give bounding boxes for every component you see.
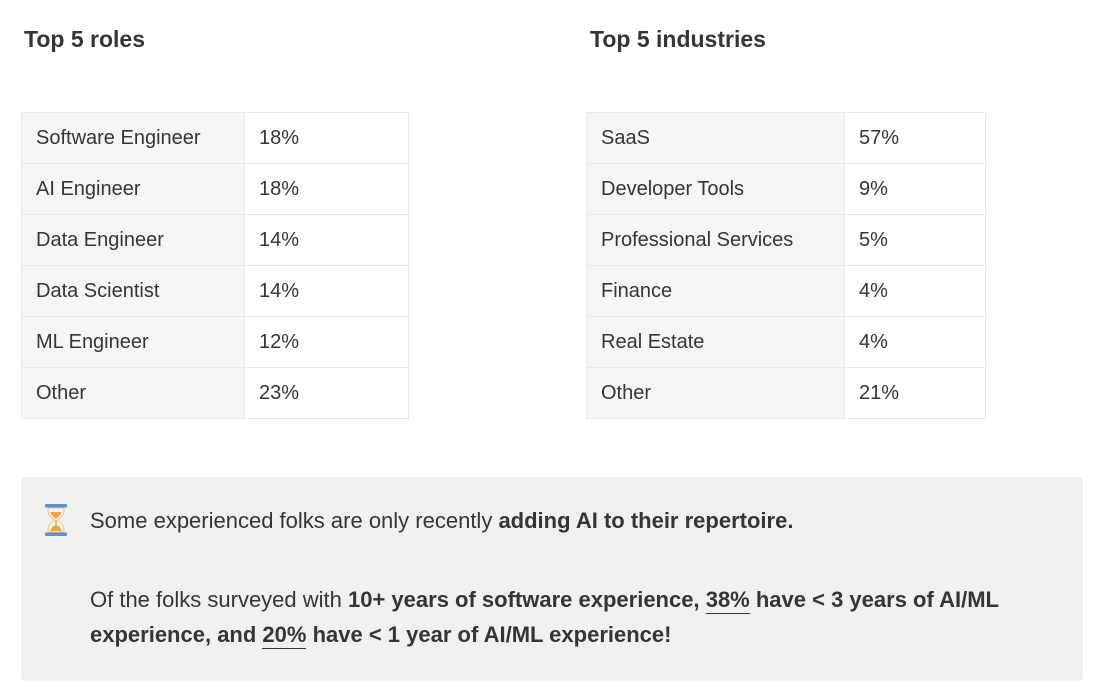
industry-label: Finance [586, 265, 845, 317]
role-label: Software Engineer [21, 112, 245, 164]
roles-table: Software Engineer 18% AI Engineer 18% Da… [21, 112, 409, 419]
callout-text-bold: have < 1 year of AI/ML experience! [306, 622, 672, 647]
role-value: 23% [244, 367, 409, 419]
callout-text-plain: Of the folks surveyed with [90, 587, 348, 612]
table-row: Software Engineer 18% [21, 112, 409, 164]
industry-value: 5% [844, 214, 986, 266]
industry-value: 21% [844, 367, 986, 419]
industry-label: Developer Tools [586, 163, 845, 215]
table-row: SaaS 57% [586, 112, 986, 164]
role-label: Other [21, 367, 245, 419]
callout-text-plain: Some experienced folks are only recently [90, 508, 499, 533]
table-row: Other 21% [586, 367, 986, 419]
callout-line-2: Of the folks surveyed with 10+ years of … [90, 582, 1065, 652]
table-row: Finance 4% [586, 265, 986, 317]
role-label: Data Scientist [21, 265, 245, 317]
industry-value: 4% [844, 316, 986, 368]
industry-value: 4% [844, 265, 986, 317]
industry-value: 57% [844, 112, 986, 164]
role-value: 14% [244, 214, 409, 266]
underlined-stat: 38% [705, 587, 750, 614]
hourglass-icon [43, 503, 69, 537]
industry-value: 9% [844, 163, 986, 215]
table-row: ML Engineer 12% [21, 316, 409, 368]
table-row: Data Engineer 14% [21, 214, 409, 266]
industry-label: Professional Services [586, 214, 845, 266]
table-row: AI Engineer 18% [21, 163, 409, 215]
role-value: 18% [244, 163, 409, 215]
callout-text-bold: 10+ years of software experience, [348, 587, 706, 612]
industry-label: Other [586, 367, 845, 419]
underlined-stat: 20% [262, 622, 307, 649]
callout-text-bold: have < 3 years of AI/ML experience, and [90, 587, 999, 647]
callout-line-1: Some experienced folks are only recently… [90, 503, 1065, 538]
role-label: ML Engineer [21, 316, 245, 368]
industry-label: SaaS [586, 112, 845, 164]
industry-label: Real Estate [586, 316, 845, 368]
table-row: Other 23% [21, 367, 409, 419]
table-row: Professional Services 5% [586, 214, 986, 266]
industries-table: SaaS 57% Developer Tools 9% Professional… [586, 112, 986, 419]
role-value: 14% [244, 265, 409, 317]
callout-text-bold: adding AI to their repertoire. [498, 508, 794, 533]
role-label: AI Engineer [21, 163, 245, 215]
industries-section-title: Top 5 industries [590, 26, 766, 52]
table-row: Real Estate 4% [586, 316, 986, 368]
table-row: Data Scientist 14% [21, 265, 409, 317]
table-row: Developer Tools 9% [586, 163, 986, 215]
role-value: 18% [244, 112, 409, 164]
callout-box: Some experienced folks are only recently… [21, 477, 1083, 681]
role-label: Data Engineer [21, 214, 245, 266]
callout-text: Some experienced folks are only recently… [90, 503, 1065, 652]
role-value: 12% [244, 316, 409, 368]
roles-section-title: Top 5 roles [24, 26, 145, 52]
